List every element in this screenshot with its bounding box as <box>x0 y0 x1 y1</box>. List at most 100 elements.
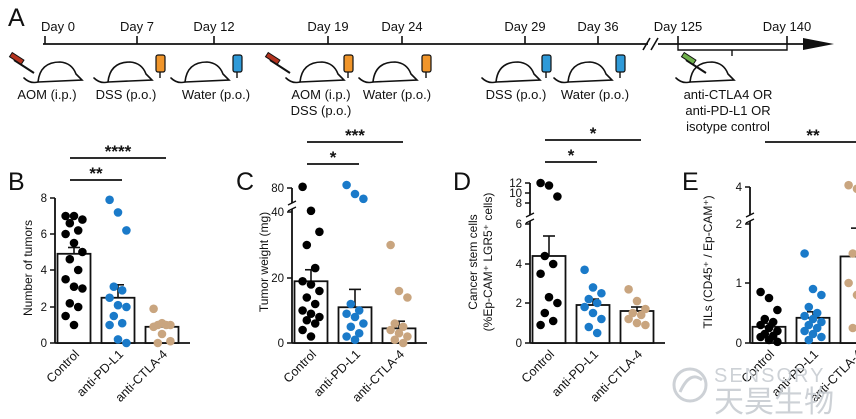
y-axis-break-mark <box>525 212 535 224</box>
y-tick-label: 8 <box>516 198 522 210</box>
bottle-icon <box>541 54 552 78</box>
data-point <box>848 323 856 333</box>
treatment-label: anti-PD-L1 OR <box>685 103 770 118</box>
treatment-label: Water (p.o.) <box>561 87 629 102</box>
axis-break-mark <box>642 37 659 51</box>
syringe-icon <box>8 51 35 74</box>
bar <box>56 252 92 344</box>
data-point <box>817 332 826 342</box>
data-point <box>302 315 312 325</box>
data-point <box>548 259 558 269</box>
data-point <box>354 328 364 338</box>
data-point <box>310 299 320 309</box>
data-point <box>592 298 602 308</box>
data-point <box>166 336 175 346</box>
data-point <box>69 320 79 330</box>
treatment-label: AOM (i.p.) <box>17 87 76 102</box>
bottle-icon <box>232 54 243 78</box>
data-point <box>122 338 131 348</box>
y-tick-label: 4 <box>41 265 48 277</box>
data-point <box>764 335 774 345</box>
data-point <box>109 311 119 321</box>
mouse-icon <box>170 61 231 84</box>
data-point <box>153 338 163 348</box>
data-point <box>804 320 814 330</box>
data-point <box>69 211 79 221</box>
y-tick-label: 1 <box>736 278 742 290</box>
data-point <box>852 290 856 300</box>
data-point <box>764 293 774 303</box>
day-label: Day 24 <box>381 19 422 34</box>
data-point <box>804 302 814 312</box>
data-point <box>641 320 650 330</box>
data-point <box>544 292 554 302</box>
data-point <box>298 182 307 192</box>
data-point <box>756 287 765 297</box>
data-point <box>342 180 351 190</box>
day-label: Day 29 <box>504 19 545 34</box>
data-point <box>113 300 123 310</box>
bottle-icon <box>155 54 166 78</box>
data-point <box>386 325 395 335</box>
y-tick-label: 20 <box>271 273 284 285</box>
y-axis-label: Cancer stem cells(%Ep-CAM⁺ LGR5⁺ cells) <box>466 193 495 332</box>
y-tick-label: 10 <box>509 188 522 200</box>
treatment-bracket <box>677 44 788 56</box>
category-label: Control <box>281 347 319 385</box>
mouse-icon <box>481 61 542 84</box>
data-point <box>553 192 562 201</box>
data-point <box>390 335 400 345</box>
data-point <box>548 316 558 326</box>
data-point <box>73 302 83 312</box>
data-point <box>298 325 307 335</box>
data-point <box>800 249 809 258</box>
significance-label: **** <box>105 142 132 161</box>
data-point <box>817 317 826 327</box>
watermark-text-cn: 天昊生物 <box>714 386 834 419</box>
panel-label-d: D <box>453 168 471 196</box>
data-point <box>544 181 554 190</box>
day-label: Day 36 <box>577 19 618 34</box>
data-point <box>302 240 312 250</box>
data-point <box>306 309 316 319</box>
data-point <box>808 314 818 324</box>
data-point <box>398 322 408 332</box>
data-point <box>592 328 602 338</box>
data-point <box>800 311 809 321</box>
mouse-icon <box>93 61 154 84</box>
significance-label: * <box>590 124 597 143</box>
mouse-icon <box>23 61 84 84</box>
data-point <box>61 311 70 321</box>
data-point <box>536 178 545 188</box>
data-point <box>161 320 171 330</box>
data-point <box>306 280 316 289</box>
data-point <box>536 269 545 279</box>
timeline-arrowhead <box>803 38 834 50</box>
data-point <box>350 335 360 345</box>
data-point <box>584 294 594 304</box>
bar <box>839 255 856 344</box>
data-point <box>844 278 853 288</box>
data-point <box>78 215 87 224</box>
data-point <box>354 306 364 315</box>
treatment-label: DSS (p.o.) <box>96 87 157 102</box>
data-point <box>812 323 822 333</box>
treatment-label: isotype control <box>686 119 770 134</box>
y-axis-break-mark <box>287 200 297 212</box>
y-tick-label: 0 <box>516 338 522 350</box>
y-tick-label: 12 <box>509 178 522 190</box>
y-tick-label: 0 <box>736 338 742 350</box>
data-point <box>149 304 158 314</box>
data-point <box>800 326 809 336</box>
data-point <box>315 312 324 322</box>
data-point <box>109 282 119 291</box>
day-label: Day 19 <box>307 19 348 34</box>
data-point <box>65 254 75 264</box>
data-point <box>390 319 400 328</box>
panel-label-c: C <box>236 168 254 196</box>
y-tick-label: 0 <box>41 338 47 350</box>
data-point <box>756 320 765 330</box>
data-point <box>773 337 782 347</box>
data-point <box>298 306 307 315</box>
